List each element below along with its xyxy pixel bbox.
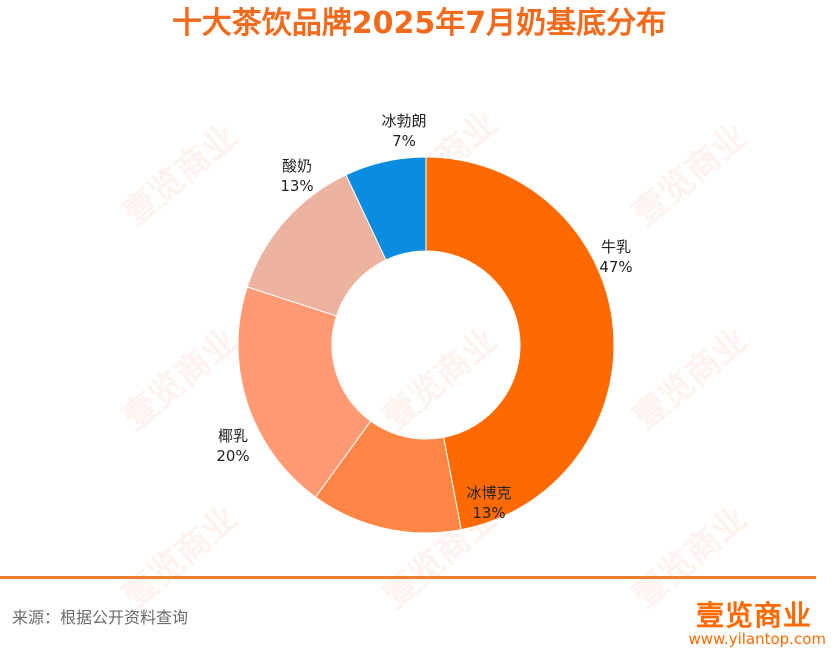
slice-name-label: 椰乳 bbox=[218, 427, 248, 445]
slice-value-label: 20% bbox=[216, 447, 249, 465]
slice-value-label: 13% bbox=[280, 177, 313, 195]
slice-value-label: 13% bbox=[472, 504, 505, 522]
donut-slice-1 bbox=[425, 156, 615, 531]
chart-title: 十大茶饮品牌2025年7月奶基底分布 bbox=[171, 6, 667, 41]
source-note: 来源：根据公开资料查询 bbox=[12, 608, 189, 627]
slice-value-label: 47% bbox=[599, 258, 632, 276]
slice-name-label: 冰博克 bbox=[466, 484, 511, 502]
slice-value-label: 7% bbox=[392, 132, 416, 150]
slice-name-label: 酸奶 bbox=[282, 157, 312, 175]
donut-slice-5 bbox=[345, 156, 427, 261]
donut-slice-3 bbox=[237, 286, 372, 498]
slice-name-label: 牛乳 bbox=[601, 238, 631, 256]
donut-chart: 牛乳 47% 冰博克 13% 椰乳 20% 酸奶 13% 冰勃朗 7% bbox=[216, 112, 633, 534]
brand-url: www.yilantop.com bbox=[688, 630, 827, 648]
brand-logo: 壹览商业 bbox=[695, 599, 812, 632]
footer-divider bbox=[0, 576, 816, 579]
slice-name-label: 冰勃朗 bbox=[381, 112, 426, 130]
